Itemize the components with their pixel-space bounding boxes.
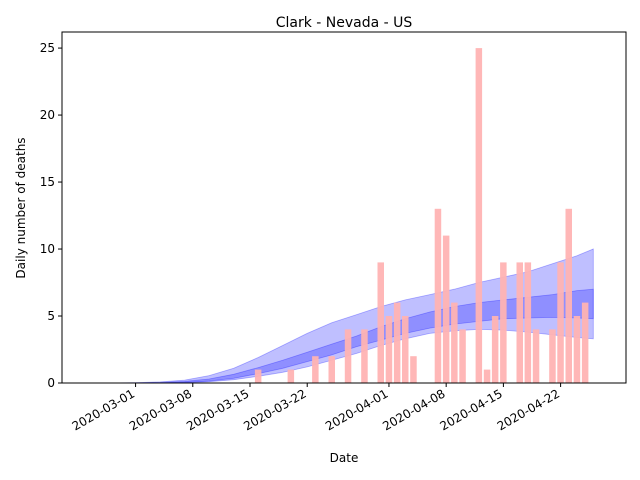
x-tick-label: 2020-03-22: [241, 386, 308, 433]
bar: [500, 262, 507, 383]
y-axis-label: Daily number of deaths: [14, 137, 28, 278]
x-tick-label: 2020-04-08: [380, 386, 447, 433]
model-inner-band: [110, 288, 594, 384]
y-axis: 0 5 10 15 20 25: [40, 41, 62, 390]
bar: [459, 329, 466, 383]
y-tick-label: 0: [47, 376, 55, 390]
bar: [581, 302, 589, 383]
bar: [532, 329, 540, 383]
bar: [393, 302, 401, 383]
bar: [524, 262, 532, 383]
bar: [549, 329, 556, 383]
x-tick-label: 2020-03-01: [70, 386, 137, 433]
bar: [442, 235, 450, 383]
y-tick-label: 25: [40, 41, 55, 55]
x-tick-label: 2020-03-08: [127, 386, 194, 433]
y-tick-label: 20: [40, 108, 55, 122]
bar: [328, 356, 335, 383]
bar: [565, 208, 572, 383]
x-tick-label: 2020-04-22: [495, 386, 562, 433]
bar: [312, 356, 319, 383]
x-tick-label: 2020-04-15: [437, 386, 504, 433]
chart-title: Clark - Nevada - US: [276, 15, 413, 31]
bar: [475, 48, 483, 383]
bar: [557, 262, 564, 383]
bar: [385, 316, 393, 383]
bar: [377, 262, 384, 383]
bar: [254, 369, 262, 383]
bar: [402, 316, 409, 383]
x-tick-label: 2020-03-15: [184, 386, 251, 433]
x-tick-label: 2020-04-01: [323, 386, 390, 433]
bar: [344, 329, 352, 383]
bar: [516, 262, 523, 383]
bar: [410, 356, 417, 383]
plot-frame: [61, 31, 627, 384]
bar: [573, 316, 581, 383]
bars: [254, 48, 589, 383]
bar: [361, 329, 368, 383]
y-tick-label: 10: [40, 242, 55, 256]
bar: [287, 369, 295, 383]
bar: [491, 316, 499, 383]
y-tick-label: 15: [40, 175, 55, 189]
x-axis: 2020-03-012020-03-082020-03-152020-03-22…: [70, 383, 562, 433]
bar: [483, 369, 491, 383]
x-axis-label: Date: [330, 451, 359, 465]
bar: [451, 302, 458, 383]
bar: [434, 208, 442, 383]
y-tick-label: 5: [47, 309, 55, 323]
